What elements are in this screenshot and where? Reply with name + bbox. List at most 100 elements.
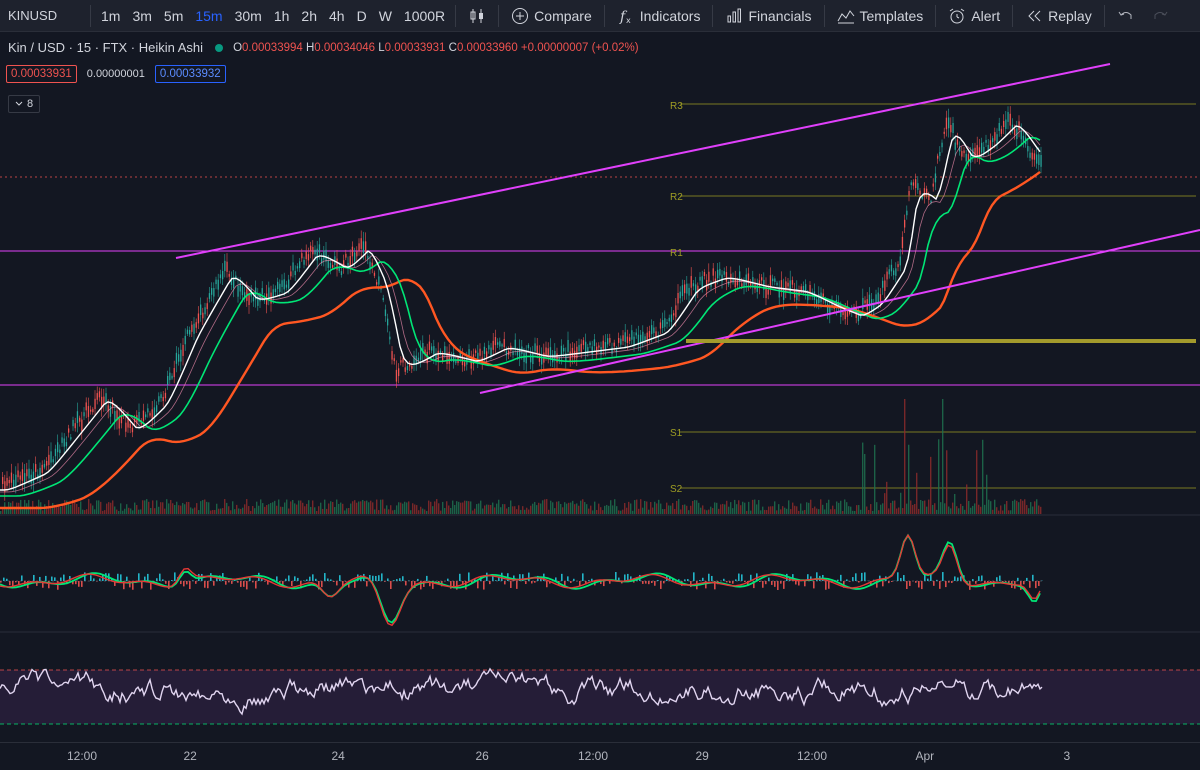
interval-group: 1m 3m 5m 15m 30m 1h 2h 4h D W 1000R bbox=[95, 8, 451, 24]
candle bbox=[483, 346, 486, 354]
candle bbox=[373, 272, 376, 276]
candle bbox=[90, 409, 92, 412]
interval-1h[interactable]: 1h bbox=[273, 7, 290, 24]
compare-button[interactable]: Compare bbox=[503, 7, 600, 25]
candle bbox=[717, 269, 719, 279]
redo-button[interactable] bbox=[1143, 7, 1177, 25]
macd-histogram-bar bbox=[663, 581, 665, 584]
time-axis[interactable]: 12:00 22 24 26 12:00 29 12:00 Apr 3 bbox=[0, 742, 1200, 770]
interval-2h[interactable]: 2h bbox=[301, 7, 317, 24]
macd-histogram-bar bbox=[261, 577, 263, 581]
candle bbox=[32, 471, 35, 484]
macd-histogram-bar bbox=[909, 581, 911, 586]
candle bbox=[490, 347, 492, 356]
candle-type-button[interactable] bbox=[460, 7, 494, 25]
candle bbox=[184, 335, 186, 345]
interval-15m[interactable]: 15m bbox=[195, 7, 223, 24]
buy-price-button[interactable]: 0.00033932 bbox=[154, 65, 226, 83]
candle bbox=[547, 348, 549, 358]
macd-histogram-bar bbox=[1032, 574, 1034, 581]
volume-bar bbox=[258, 505, 260, 514]
volume-bar bbox=[140, 509, 142, 514]
candle bbox=[978, 147, 981, 157]
candle bbox=[591, 346, 593, 355]
candle bbox=[281, 280, 283, 287]
sell-price-button[interactable]: 0.00033931 bbox=[6, 65, 77, 83]
candle bbox=[323, 250, 325, 260]
volume-bar bbox=[352, 501, 354, 514]
candle bbox=[283, 279, 285, 290]
volume-bar bbox=[878, 510, 880, 514]
candle bbox=[468, 349, 470, 357]
interval-1000r[interactable]: 1000R bbox=[403, 7, 446, 24]
macd-histogram-bar bbox=[690, 581, 692, 587]
indicators-label: Indicators bbox=[639, 7, 701, 24]
volume-bar bbox=[600, 507, 602, 514]
interval-4h[interactable]: 4h bbox=[328, 7, 345, 24]
candle bbox=[1007, 112, 1009, 122]
candle bbox=[948, 117, 950, 129]
interval-d[interactable]: D bbox=[356, 7, 367, 24]
candle bbox=[70, 437, 72, 440]
candle bbox=[897, 264, 899, 268]
interval-30m[interactable]: 30m bbox=[234, 7, 262, 24]
templates-button[interactable]: Templates bbox=[829, 7, 932, 25]
candle bbox=[503, 338, 505, 348]
alert-button[interactable]: Alert bbox=[940, 7, 1008, 25]
volume-bar bbox=[544, 499, 546, 514]
volume-bar bbox=[380, 499, 382, 514]
volume-bar bbox=[184, 504, 186, 514]
symbol-search[interactable]: KINUSD bbox=[8, 8, 58, 23]
volume-bar bbox=[880, 504, 882, 514]
volume-bar bbox=[376, 499, 378, 514]
candle bbox=[939, 152, 941, 156]
financials-button[interactable]: Financials bbox=[717, 7, 819, 25]
candle bbox=[79, 417, 81, 422]
macd-histogram-bar bbox=[405, 581, 407, 586]
pivot-labels-layer: R3 R2 R1 S1 S2 bbox=[670, 101, 683, 495]
volume-bar bbox=[114, 506, 116, 514]
candle bbox=[956, 139, 959, 145]
candle bbox=[180, 349, 182, 362]
macd-histogram-bar bbox=[570, 581, 572, 583]
volume-bar bbox=[698, 502, 700, 514]
macd-histogram-bar bbox=[432, 581, 434, 589]
macd-histogram-bar bbox=[459, 573, 461, 581]
macd-histogram-bar bbox=[711, 575, 713, 581]
volume-bar bbox=[424, 509, 426, 514]
macd-histogram-bar bbox=[864, 572, 866, 581]
macd-histogram-bar bbox=[453, 581, 455, 589]
volume-bar bbox=[588, 508, 590, 514]
candle bbox=[497, 342, 499, 345]
indicators-collapse-toggle[interactable]: 8 bbox=[8, 95, 40, 113]
candle bbox=[316, 248, 318, 261]
candle bbox=[325, 249, 327, 262]
interval-1m[interactable]: 1m bbox=[101, 7, 121, 24]
candle bbox=[1011, 124, 1014, 131]
volume-bar bbox=[422, 508, 424, 514]
candle bbox=[580, 343, 582, 352]
candle bbox=[728, 282, 730, 285]
interval-3m[interactable]: 3m bbox=[132, 7, 152, 24]
macd-histogram-bar bbox=[213, 581, 215, 586]
interval-w[interactable]: W bbox=[378, 7, 392, 24]
candle bbox=[576, 346, 578, 359]
price-chart[interactable]: R3 R2 R1 S1 S2 bbox=[0, 33, 1200, 742]
candle bbox=[35, 464, 37, 472]
time-axis-label: 12:00 bbox=[67, 749, 98, 763]
replay-button[interactable]: Replay bbox=[1017, 7, 1100, 25]
candle bbox=[857, 314, 860, 322]
candle bbox=[829, 305, 831, 316]
volume-bar bbox=[886, 481, 888, 514]
candle bbox=[846, 306, 849, 317]
candle bbox=[470, 359, 472, 369]
interval-5m[interactable]: 5m bbox=[163, 7, 184, 24]
volume-bar bbox=[910, 500, 912, 514]
volume-bar bbox=[870, 504, 872, 514]
candle bbox=[624, 332, 626, 342]
undo-button[interactable] bbox=[1109, 7, 1143, 25]
candle bbox=[959, 146, 961, 152]
candle bbox=[310, 245, 312, 252]
